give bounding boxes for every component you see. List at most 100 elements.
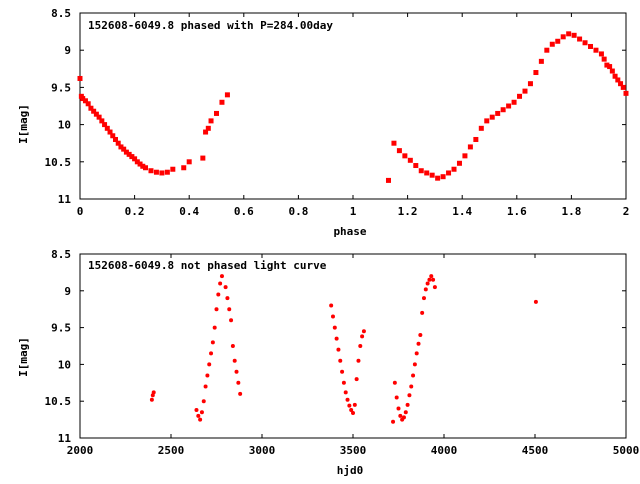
data-point <box>203 384 208 389</box>
data-point <box>224 92 230 98</box>
phased-chart-title: 152608-6049.8 phased with P=284.00day <box>88 19 333 32</box>
phased-y-tick-label: 9 <box>64 44 71 57</box>
data-point <box>385 177 391 183</box>
data-point <box>91 108 97 114</box>
data-point <box>612 73 618 79</box>
phased-y-tick-label: 8.5 <box>51 7 71 20</box>
data-point <box>413 163 419 169</box>
data-point <box>352 402 357 407</box>
data-point <box>210 340 215 345</box>
data-point <box>538 58 544 64</box>
data-point <box>620 84 626 90</box>
data-point <box>205 125 211 131</box>
data-point <box>420 310 425 315</box>
unphased-x-tick-label: 4000 <box>431 444 458 457</box>
data-point <box>391 419 396 424</box>
data-point <box>435 175 441 181</box>
data-point <box>153 169 159 175</box>
phased-axes: 0 0.2 0.4 0.6 0.8 1 1.2 1.4 1.6 1.8 2 8.5 9 9.5 10 10.5… <box>45 7 630 218</box>
data-point <box>495 110 501 116</box>
data-point <box>351 410 355 415</box>
data-point <box>214 110 219 116</box>
data-point <box>232 358 237 363</box>
unphased-x-tick-label: 2500 <box>158 444 185 457</box>
data-point <box>396 406 401 411</box>
data-point <box>209 351 214 356</box>
unphased-chart-title: 152608-6049.8 not phased light curve <box>88 259 327 272</box>
data-point <box>407 393 412 398</box>
data-point <box>134 159 140 165</box>
phased-x-tick-label: 1.4 <box>452 205 472 218</box>
unphased-y-axis-label: I[mag] <box>17 337 30 377</box>
data-point <box>148 168 154 174</box>
data-point <box>423 287 428 292</box>
data-point <box>196 413 201 418</box>
data-point <box>80 96 86 102</box>
data-point <box>424 170 430 176</box>
data-point <box>484 118 490 124</box>
data-point <box>361 329 366 334</box>
data-point <box>238 391 243 396</box>
data-point <box>412 362 417 367</box>
data-point <box>533 299 538 304</box>
data-point <box>118 144 124 150</box>
data-point <box>126 151 132 157</box>
unphased-y-tick-label: 8.5 <box>51 248 71 261</box>
data-point <box>164 169 170 175</box>
data-point <box>354 377 359 382</box>
data-point <box>227 307 232 312</box>
data-point <box>432 285 437 290</box>
data-point <box>414 351 419 356</box>
data-point <box>137 161 143 167</box>
data-point <box>401 415 406 420</box>
data-point <box>115 140 121 146</box>
data-point <box>618 81 624 87</box>
unphased-x-tick-label: 3500 <box>340 444 367 457</box>
data-point <box>402 153 408 159</box>
data-point <box>500 107 506 113</box>
phased-x-tick-label: 0.4 <box>179 205 199 218</box>
phased-x-tick-label: 0.8 <box>288 205 308 218</box>
data-point <box>349 408 354 413</box>
data-point <box>566 31 572 37</box>
data-point <box>604 62 610 68</box>
data-point <box>329 303 334 308</box>
data-point <box>392 380 397 385</box>
data-point <box>409 384 414 389</box>
data-point <box>330 314 335 319</box>
data-point <box>607 64 613 70</box>
phased-y-tick-label: 10 <box>58 119 71 132</box>
data-point <box>216 292 221 297</box>
data-point <box>456 160 462 166</box>
phased-y-tick-label: 10.5 <box>45 156 72 169</box>
data-point <box>143 165 149 171</box>
data-point <box>522 88 528 94</box>
data-point <box>345 397 350 402</box>
data-point <box>403 410 408 415</box>
data-point <box>230 344 235 348</box>
data-point <box>356 358 361 363</box>
data-point <box>544 47 550 53</box>
data-point <box>431 277 436 282</box>
data-point <box>338 358 343 363</box>
data-point <box>341 380 346 385</box>
data-point <box>212 325 217 330</box>
data-point <box>203 129 209 135</box>
data-point <box>170 166 176 172</box>
data-point <box>478 125 484 131</box>
data-point <box>588 43 594 49</box>
data-point <box>219 99 225 105</box>
unphased-y-tick-label: 11 <box>58 432 72 445</box>
data-point <box>391 140 397 146</box>
data-point <box>593 47 599 53</box>
data-point <box>615 77 621 83</box>
data-point <box>225 296 230 301</box>
data-point <box>506 103 512 109</box>
data-point <box>107 129 113 135</box>
data-point <box>149 397 154 402</box>
data-point <box>234 369 239 374</box>
phased-x-tick-label: 1 <box>350 205 357 218</box>
phased-x-tick-label: 0.6 <box>234 205 254 218</box>
unphased-panel: 2000 2500 3000 3500 4000 4500 5000 8.5 9 9.5 10 10.… <box>17 248 639 477</box>
